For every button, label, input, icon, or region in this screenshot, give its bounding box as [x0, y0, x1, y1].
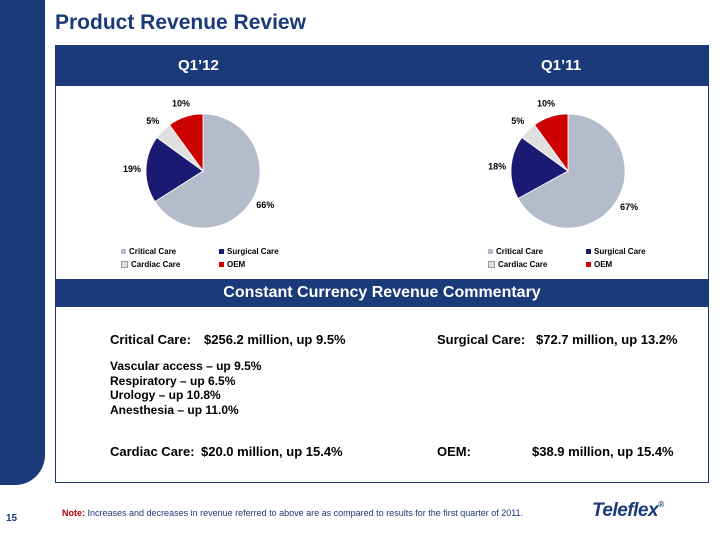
data-label-surgical-care: 18% — [488, 162, 506, 172]
data-label-critical-care: 67% — [620, 202, 638, 212]
legend-label: OEM — [594, 260, 613, 269]
logo-text: Teleflex — [592, 500, 659, 521]
critical-detail-3: Urology – up 10.8% — [110, 388, 221, 402]
legend-swatch — [488, 249, 493, 255]
legend-swatch — [219, 262, 224, 268]
pie-slice-oem — [533, 113, 569, 173]
data-label-oem: 10% — [537, 98, 555, 108]
legend-item-surgical-care: Surgical Care — [586, 247, 646, 256]
teleflex-logo: Teleflex® — [592, 500, 664, 522]
critical-care-label: Critical Care: — [110, 332, 191, 347]
legend-label: Surgical Care — [594, 247, 646, 256]
data-label-surgical-care: 19% — [123, 164, 141, 174]
surgical-care-value: $72.7 million, up 13.2% — [536, 332, 678, 347]
legend-item-oem: OEM — [219, 260, 245, 269]
legend-swatch — [488, 261, 495, 269]
legend-label: Critical Care — [129, 247, 177, 256]
pie-slice-critical-care — [154, 113, 261, 229]
page-number: 15 — [6, 513, 18, 524]
legend-item-oem: OEM — [586, 260, 612, 269]
data-label-oem: 10% — [172, 98, 190, 108]
sidebar-band — [0, 0, 45, 485]
legend-item-cardiac-care: Cardiac Care — [488, 260, 547, 269]
legend-item-surgical-care: Surgical Care — [219, 247, 279, 256]
legend-swatch — [121, 261, 128, 269]
logo-registered-mark: ® — [658, 500, 664, 509]
critical-detail-4: Anesthesia – up 11.0% — [110, 402, 239, 417]
legend-swatch — [121, 249, 126, 255]
pie-slice-oem — [168, 113, 204, 173]
oem-value: $38.9 million, up 15.4% — [532, 444, 674, 459]
data-label-critical-care: 66% — [256, 200, 274, 210]
pie-slice-surgical-care — [510, 136, 569, 200]
data-label-cardiac-care: 5% — [511, 116, 524, 126]
footnote-text: Increases and decreases in revenue refer… — [87, 508, 524, 518]
footnote-label: Note: — [62, 508, 85, 518]
legend-item-cardiac-care: Cardiac Care — [121, 260, 180, 269]
period-header-bar: Q1’12 Q1’11 — [56, 46, 708, 86]
legend-label: Cardiac Care — [131, 260, 181, 269]
period-label-q1-12: Q1’12 — [178, 57, 219, 74]
data-label-cardiac-care: 5% — [146, 116, 159, 126]
oem-label: OEM: — [437, 444, 471, 459]
pie-slice-surgical-care — [145, 136, 204, 203]
pie-charts: 66% 19% 5% 10% 67% 18% 5% 10% — [123, 98, 638, 229]
legend-swatch — [219, 249, 224, 255]
content-panel: Q1’12 Q1’11 66% 19% 5% 10% 67% 18% 5% 10% Criti… — [55, 45, 709, 483]
cardiac-care-value: $20.0 million, up 15.4% — [201, 444, 343, 459]
footnote: Note: Increases and decreases in revenue… — [62, 508, 523, 518]
critical-detail-2: Respiratory – up 6.5% — [110, 373, 236, 388]
legend-label: Cardiac Care — [498, 260, 548, 269]
commentary-header: Constant Currency Revenue Commentary — [56, 279, 708, 307]
critical-care-value: $256.2 million, up 9.5% — [204, 332, 346, 347]
legend-label: OEM — [227, 260, 246, 269]
legend-label: Critical Care — [496, 247, 544, 256]
legend-item-critical-care: Critical Care — [488, 247, 543, 256]
page-title: Product Revenue Review — [55, 11, 306, 34]
period-label-q1-11: Q1’11 — [541, 57, 582, 74]
legend-label: Surgical Care — [227, 247, 279, 256]
cardiac-care-label: Cardiac Care: — [110, 444, 195, 459]
surgical-care-label: Surgical Care: — [437, 332, 526, 347]
legend-item-critical-care: Critical Care — [121, 247, 176, 256]
pie-slice-critical-care — [517, 113, 626, 229]
critical-detail-1: Vascular access – up 9.5% — [110, 359, 262, 373]
legend-swatch — [586, 249, 591, 255]
charts-area: 66% 19% 5% 10% 67% 18% 5% 10% Critical Care Surg… — [56, 86, 708, 279]
legend-swatch — [586, 262, 591, 268]
